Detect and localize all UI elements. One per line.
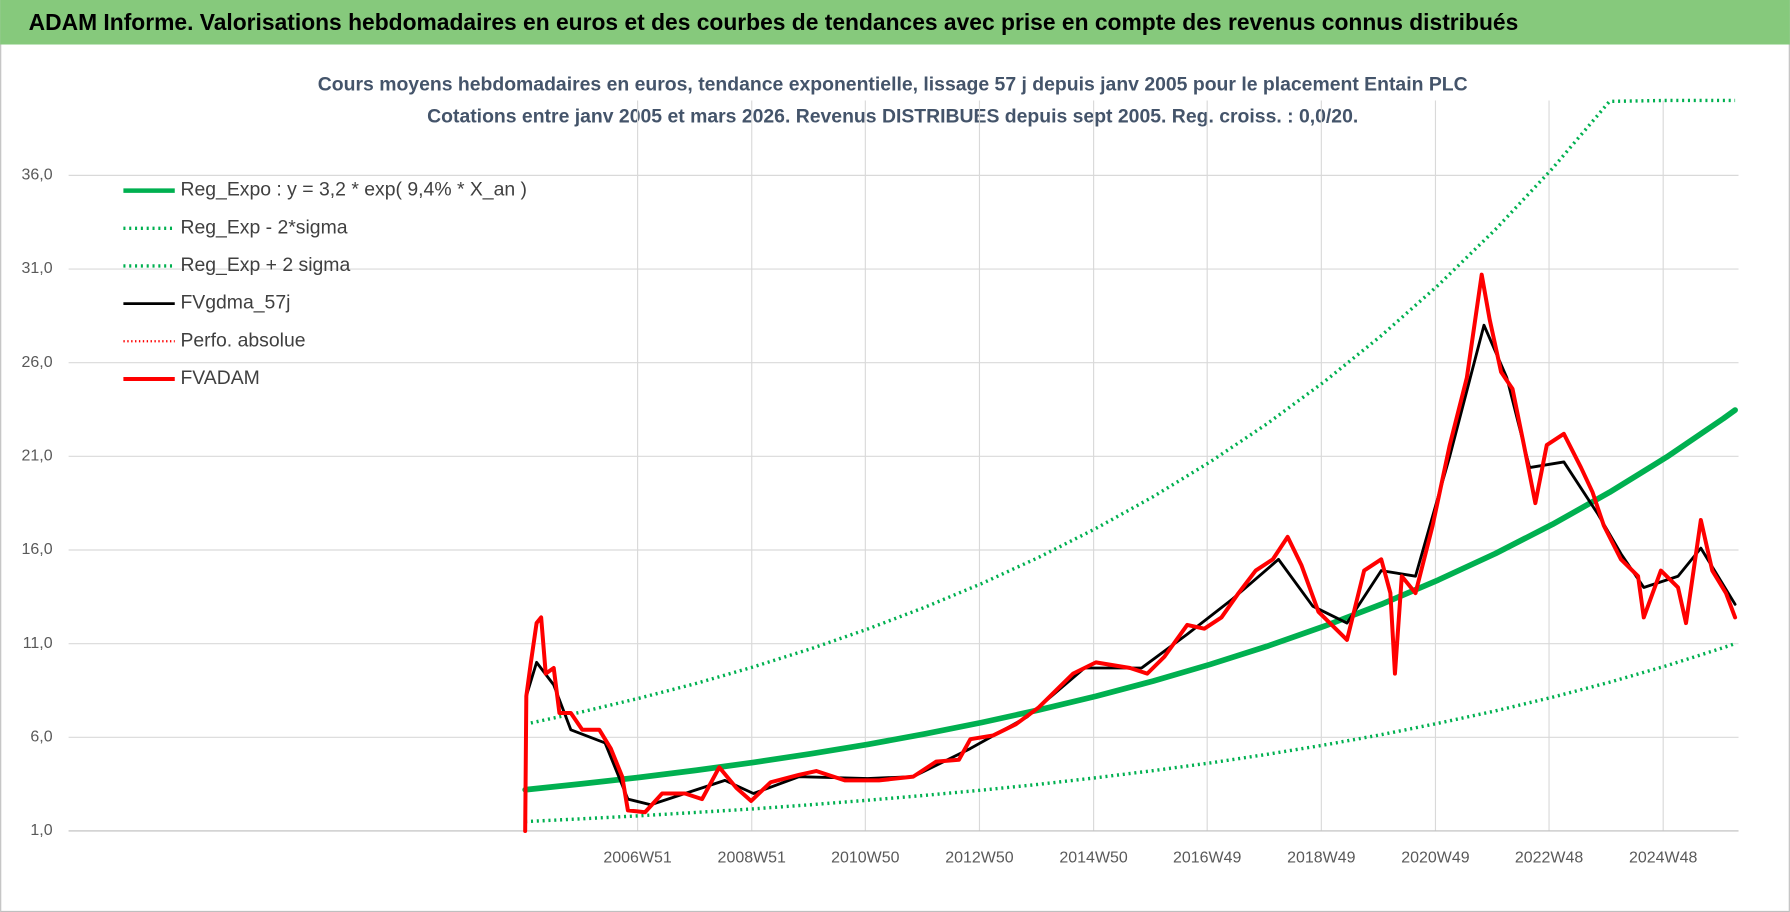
series-line [522,407,1738,793]
header-title: ADAM Informe. Valorisations hebdomadaire… [29,9,1519,35]
y-tick-label: 1,0 [30,822,52,839]
legend-label: Reg_Exp - 2*sigma [180,216,347,238]
x-tick-label: 2012W50 [945,850,1013,867]
x-tick-label: 2024W48 [1629,850,1697,867]
x-tick-label: 2018W49 [1287,850,1355,867]
x-tick-label: 2008W51 [718,850,786,867]
legend-label: FVADAM [180,367,259,389]
series-line [524,323,1737,807]
chart-title: Cours moyens hebdomadaires en euros, ten… [318,74,1468,96]
legend-label: FVgdma_57j [180,292,290,314]
x-tick-label: 2016W49 [1173,850,1241,867]
x-tick-label: 2022W48 [1515,850,1583,867]
header-bar [0,0,1790,45]
legend: Reg_Expo : y = 3,2 * exp( 9,4% * X_an ) R… [123,179,527,389]
plot-lines [522,98,1738,833]
series-line [524,98,1736,726]
y-tick-label: 6,0 [30,729,52,746]
y-tick-label: 16,0 [22,541,53,558]
chart-subtitle: Cotations entre janv 2005 et mars 2026. … [427,106,1358,128]
y-tick-label: 21,0 [22,448,53,465]
series-line [525,642,1736,824]
x-tick-label: 2006W51 [603,850,671,867]
legend-label: Perfo. absolue [180,329,305,351]
legend-label: Reg_Expo : y = 3,2 * exp( 9,4% * X_an ) [180,179,527,201]
legend-label: Reg_Exp + 2 sigma [180,254,350,276]
y-tick-label: 31,0 [22,260,53,277]
series-line [523,272,1738,833]
x-tick-label: 2014W50 [1059,850,1127,867]
x-tick-label: 2020W49 [1401,850,1469,867]
y-tick-label: 26,0 [22,354,53,371]
x-tick-label: 2010W50 [831,850,899,867]
y-tick-label: 11,0 [23,635,53,652]
y-tick-label: 36,0 [22,167,53,184]
